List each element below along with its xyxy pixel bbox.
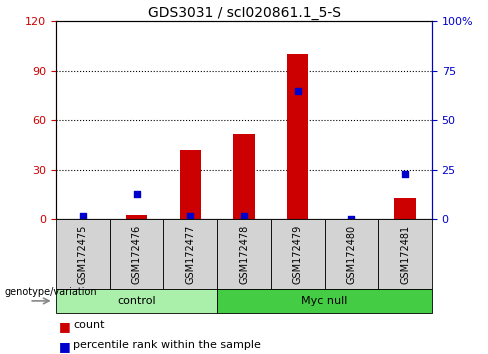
Text: GSM172475: GSM172475 <box>78 224 88 284</box>
Text: ■: ■ <box>59 320 70 333</box>
Bar <box>394 198 416 219</box>
Text: GSM172476: GSM172476 <box>132 224 142 284</box>
Text: ■: ■ <box>59 340 70 353</box>
Text: control: control <box>117 296 156 306</box>
Text: count: count <box>73 320 105 330</box>
Text: GSM172479: GSM172479 <box>293 224 303 284</box>
Point <box>79 213 87 218</box>
Text: GSM172481: GSM172481 <box>400 224 410 284</box>
Text: percentile rank within the sample: percentile rank within the sample <box>73 340 261 350</box>
Point <box>240 213 248 218</box>
Point <box>347 217 355 222</box>
Point <box>133 191 141 196</box>
Text: GDS3031 / scI020861.1_5-S: GDS3031 / scI020861.1_5-S <box>147 6 341 21</box>
Text: GSM172478: GSM172478 <box>239 224 249 284</box>
Bar <box>233 133 255 219</box>
Text: GSM172477: GSM172477 <box>185 224 195 284</box>
Point <box>186 213 194 218</box>
Bar <box>287 54 308 219</box>
Point <box>294 88 302 93</box>
Bar <box>180 150 201 219</box>
Text: GSM172480: GSM172480 <box>346 224 356 284</box>
Point <box>401 171 409 177</box>
Text: Myc null: Myc null <box>301 296 348 306</box>
Bar <box>126 215 147 219</box>
Text: genotype/variation: genotype/variation <box>5 287 98 297</box>
